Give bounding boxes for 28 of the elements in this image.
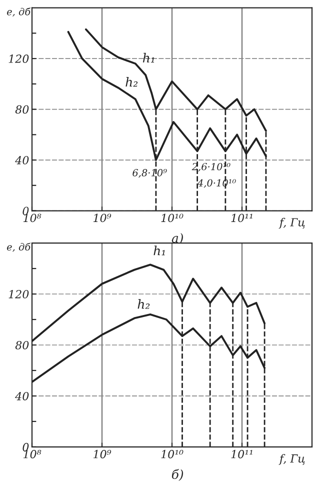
x-tick-label: 10¹¹ [231,214,252,222]
series-label: h₂ [126,77,138,87]
x-tick-label: 10⁸ [23,214,42,222]
x-tick-label: 10⁸ [23,450,42,458]
y-tick-label: 80 [15,340,29,350]
y-tick-label: 0 [22,206,29,216]
y-tick-label: 80 [15,105,29,114]
text: б) [172,469,184,481]
annotation: 2,6·10¹⁰ [192,162,230,172]
y-tick-label: 40 [15,156,29,164]
x-axis-title: f, Гц [278,454,305,465]
y-axis-title: e, дб [6,242,31,252]
y-tick-label: 120 [8,54,29,63]
y-axis-title: e, дб [6,8,31,17]
y-tick-label: 40 [15,392,29,400]
y-tick-label: 0 [22,442,29,452]
y-tick-label: 120 [8,290,29,298]
series-label: h₁ [142,52,154,62]
annotation: 4,0·10¹⁰ [197,179,236,188]
x-axis-title: f, Гц [278,218,305,229]
x-tick-label: 10¹⁰ [161,450,184,458]
x-tick-label: 10¹¹ [231,450,252,458]
x-tick-label: 10¹⁰ [161,214,184,222]
series-label: h₁ [154,246,165,256]
series-label: h₂ [138,299,150,309]
x-tick-label: 10⁹ [93,450,112,458]
x-tick-label: 10⁹ [93,214,112,222]
annotation: 6,8·10⁹ [132,169,167,178]
